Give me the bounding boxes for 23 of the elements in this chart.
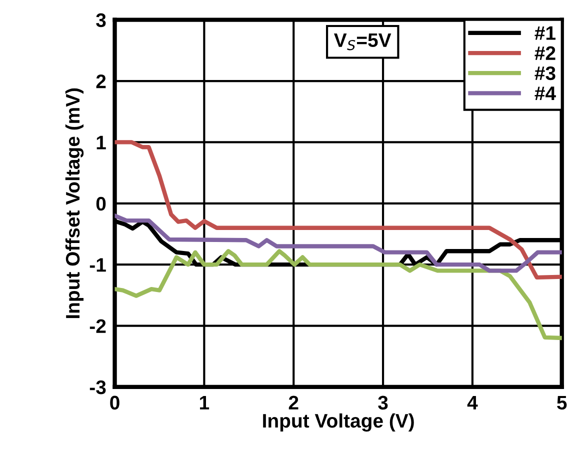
- y-tick-label: -1: [90, 258, 106, 272]
- legend-label: #1: [534, 26, 556, 40]
- annotation: V$_{S}$=5V: [334, 33, 392, 50]
- x-axis-title: Input Voltage (V): [263, 413, 414, 432]
- legend-label: #3: [534, 66, 556, 80]
- y-tick-label: 0: [96, 196, 106, 211]
- y-axis-title: Input Offset Voltage (mV): [65, 88, 84, 318]
- x-tick-label: 1: [200, 396, 210, 410]
- line-series: [114, 249, 562, 340]
- y-tick-label: -2: [90, 319, 106, 333]
- legend-label: #4: [534, 86, 556, 100]
- y-tick-label: 2: [96, 74, 106, 88]
- y-tick-label: -3: [90, 380, 106, 394]
- x-tick-label: 4: [467, 396, 478, 410]
- y-tick-label: 1: [96, 136, 106, 150]
- line-series: [114, 214, 562, 273]
- x-tick-label: 5: [557, 396, 567, 410]
- x-tick-label: 3: [378, 396, 388, 410]
- x-tick-label: 0: [110, 396, 120, 410]
- legend-label: #2: [534, 46, 556, 60]
- line-series: [114, 140, 562, 280]
- x-tick-label: 2: [288, 396, 298, 410]
- y-tick-label: 3: [96, 13, 106, 28]
